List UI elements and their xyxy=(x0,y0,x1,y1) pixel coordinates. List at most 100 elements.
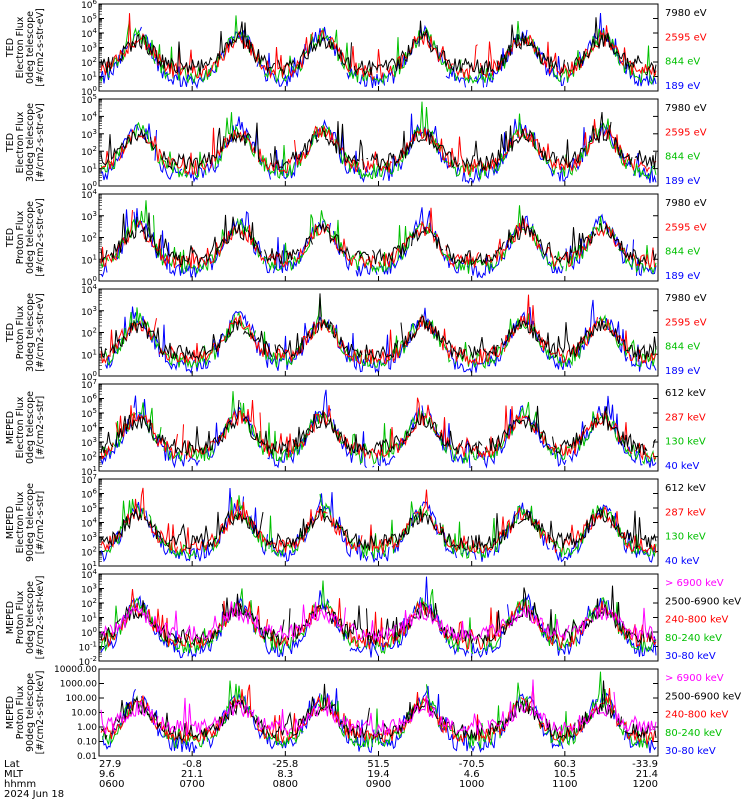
legend-entry: 612 keV xyxy=(665,388,706,399)
xtick-lat: 60.3 xyxy=(554,759,576,770)
series-trace xyxy=(100,212,657,266)
xtick-mlt: 10.5 xyxy=(554,769,576,780)
ytick-label: 103 xyxy=(81,128,97,141)
ylabel-line: Electron Flux xyxy=(15,396,26,458)
ylabel-line: MEPED xyxy=(5,506,16,539)
ylabel-line: Proton Flux xyxy=(15,305,26,359)
ytick-label: 107 xyxy=(81,378,97,391)
panel-3: 100 101 102 103 104 TED Proton Flux 0deg telesc… xyxy=(5,188,707,288)
legend-entry: 844 eV xyxy=(665,247,700,258)
ylabel-line: Electron Flux xyxy=(15,491,26,553)
ytick-label: 100 xyxy=(81,85,97,98)
ylabel-line: [#/cm2-s-str-keV] xyxy=(35,671,46,755)
ylabel-line: TED xyxy=(5,323,16,343)
ytick-label: 102 xyxy=(81,597,97,610)
ytick-label: 10000.00 xyxy=(54,665,97,675)
legend-entry: 2595 eV xyxy=(665,32,707,43)
legend-entry: 844 eV xyxy=(665,152,700,163)
legend-entry: > 6900 keV xyxy=(665,673,724,684)
ytick-label: 102 xyxy=(81,327,97,340)
ylabel-line: TED xyxy=(5,228,16,248)
ylabel-line: 90deg telescope xyxy=(25,483,36,562)
ytick-label: 101 xyxy=(81,560,97,573)
ylabel-line: Proton Flux xyxy=(15,685,26,739)
legend-entry: 844 eV xyxy=(665,57,700,68)
xtick-mlt: 21.1 xyxy=(181,769,203,780)
series-trace xyxy=(100,399,657,457)
legend-entry: 7980 eV xyxy=(665,293,707,304)
ytick-label: 101 xyxy=(81,465,97,478)
xaxis-row-label-hhmm: hhmm xyxy=(4,779,36,790)
ytick-label: 1.00 xyxy=(77,723,97,733)
xtick-mlt: 19.4 xyxy=(367,769,389,780)
xaxis-row-label-mlt: MLT xyxy=(4,769,24,780)
xtick-mlt: 8.3 xyxy=(277,769,293,780)
series-trace xyxy=(100,487,657,555)
ytick-label: 100 xyxy=(81,180,97,193)
xtick-hhmm: 0600 xyxy=(99,779,124,790)
legend-entry: 189 eV xyxy=(665,81,700,92)
legend-entry: 2500-6900 keV xyxy=(665,691,741,702)
legend-entry: 189 eV xyxy=(665,176,700,187)
ytick-label: 106 xyxy=(81,488,97,501)
ytick-label: 0.10 xyxy=(77,738,97,748)
ytick-label: 100 xyxy=(81,626,97,639)
legend-entry: 130 keV xyxy=(665,437,706,448)
ytick-label: 10-1 xyxy=(79,641,97,654)
legend-entry: 40 keV xyxy=(665,461,699,472)
ytick-label: 104 xyxy=(81,568,97,581)
ylabel-line: [#/cm2-s-str-keV] xyxy=(35,576,46,660)
ylabel-line: [#/cm2-s-str-eV] xyxy=(35,103,46,182)
ytick-label: 104 xyxy=(81,283,97,296)
legend-entry: 40 keV xyxy=(665,556,699,567)
xtick-hhmm: 1000 xyxy=(459,779,484,790)
series-trace xyxy=(100,12,657,90)
series-trace xyxy=(100,13,657,81)
legend-entry: 287 keV xyxy=(665,412,706,423)
legend-entry: 30-80 keV xyxy=(665,651,716,662)
legend-entry: 80-240 keV xyxy=(665,728,722,739)
legend-entry: 130 keV xyxy=(665,532,706,543)
ytick-label: 103 xyxy=(81,42,97,55)
legend-entry: 80-240 keV xyxy=(665,633,722,644)
ytick-label: 100 xyxy=(81,275,97,288)
legend-entry: > 6900 keV xyxy=(665,578,724,589)
ylabel-line: Electron Flux xyxy=(15,111,26,173)
legend-entry: 2500-6900 keV xyxy=(665,596,741,607)
ytick-label: 102 xyxy=(81,546,97,559)
series-trace xyxy=(100,207,657,269)
ytick-label: 105 xyxy=(81,407,97,420)
ylabel-line: Electron Flux xyxy=(15,16,26,78)
ytick-label: 102 xyxy=(81,56,97,69)
legend-entry: 612 keV xyxy=(665,483,706,494)
series-trace xyxy=(100,397,657,461)
ytick-label: 107 xyxy=(81,473,97,486)
ylabel-line: Proton Flux xyxy=(15,590,26,644)
xtick-mlt: 21.4 xyxy=(636,769,658,780)
xaxis-date-label: 2024 Jun 18 xyxy=(4,789,64,800)
panel-8: 10000.00 1000.00 100.00 10.00 1.00 0.10 0.01 ME… xyxy=(5,665,741,762)
ytick-label: 10.00 xyxy=(71,709,97,719)
ylabel-line: MEPED xyxy=(5,696,16,729)
xtick-lat: 27.9 xyxy=(99,759,121,770)
legend-entry: 240-800 keV xyxy=(665,710,729,721)
legend-entry: 189 eV xyxy=(665,366,700,377)
legend-entry: 30-80 keV xyxy=(665,746,716,757)
legend-entry: 844 eV xyxy=(665,342,700,353)
ylabel-line: Proton Flux xyxy=(15,210,26,264)
xtick-hhmm: 0800 xyxy=(273,779,298,790)
ylabel-line: [#/cm2-s-str-eV] xyxy=(35,293,46,372)
ytick-label: 104 xyxy=(81,422,97,435)
series-trace xyxy=(100,17,657,76)
series-trace xyxy=(100,111,657,172)
xtick-hhmm: 1100 xyxy=(552,779,577,790)
ytick-label: 0.01 xyxy=(77,752,97,762)
ytick-label: 106 xyxy=(81,393,97,406)
ylabel-line: 0deg telescope xyxy=(25,391,36,464)
xtick-lat: -33.9 xyxy=(632,759,658,770)
ytick-label: 104 xyxy=(81,188,97,201)
xtick-lat: -0.8 xyxy=(182,759,202,770)
